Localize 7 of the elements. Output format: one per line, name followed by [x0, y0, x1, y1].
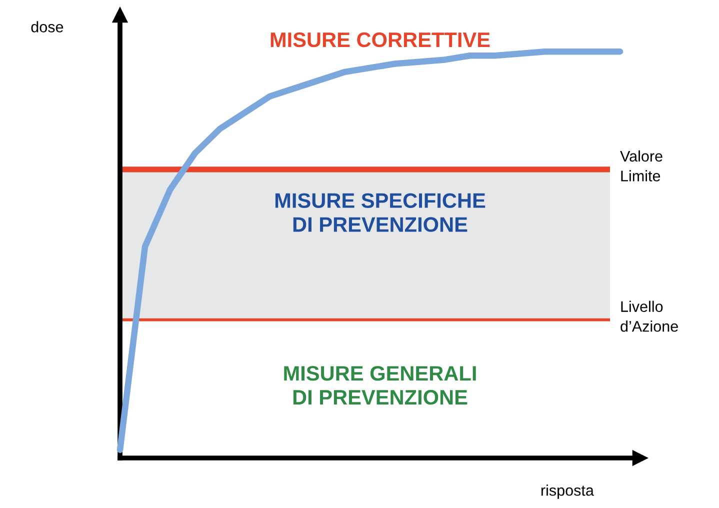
text: MISURE CORRETTIVE — [270, 32, 490, 48]
y-axis-title: dose — [31, 21, 64, 32]
annotation: MISURE GENERALI DI PREVENZIONE — [284, 366, 476, 405]
x-axis-title: risposta — [541, 484, 594, 499]
ref-line-label: Livello d’Azione — [620, 300, 678, 332]
annotation: MISURE SPECIFICHE DI PREVENZIONE — [275, 193, 486, 232]
ref-line-label: Valore Limite — [620, 150, 662, 182]
